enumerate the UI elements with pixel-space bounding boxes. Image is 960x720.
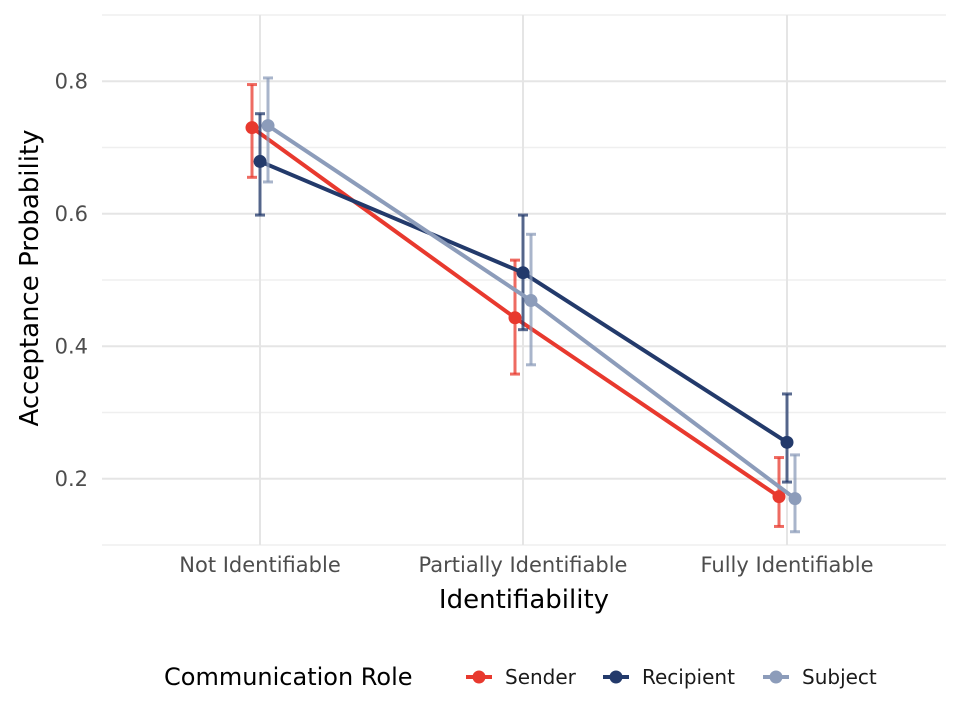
legend-key-point <box>609 670 623 684</box>
y-tick-label: 0.2 <box>55 467 88 491</box>
legend-item-sender: Sender <box>466 665 577 689</box>
grid <box>102 14 946 546</box>
legend-item-recipient: Recipient <box>603 665 735 689</box>
data-point <box>788 492 802 506</box>
x-axis-title: Identifiability <box>439 585 609 615</box>
x-tick-label: Not Identifiable <box>179 553 340 577</box>
y-axis-ticks: 0.2 0.4 0.6 0.8 <box>55 69 88 491</box>
legend-key-point <box>472 670 486 684</box>
series-layer <box>245 76 802 534</box>
series-subject <box>261 76 802 534</box>
y-axis-title: Acceptance Probability <box>15 129 45 426</box>
y-tick-label: 0.6 <box>55 202 88 226</box>
series-recipient <box>253 112 794 484</box>
data-point <box>245 121 259 135</box>
legend-label: Subject <box>802 665 877 689</box>
y-tick-label: 0.8 <box>55 69 88 93</box>
x-tick-label: Partially Identifiable <box>419 553 628 577</box>
data-point <box>780 435 794 449</box>
legend-title: Communication Role <box>164 663 413 691</box>
data-point <box>516 266 530 280</box>
legend: Communication Role Sender Recipient Subjec… <box>164 663 877 691</box>
series-sender <box>245 83 786 528</box>
data-point <box>524 294 538 308</box>
data-point <box>253 154 267 168</box>
legend-key-point <box>769 670 783 684</box>
data-point <box>261 119 275 133</box>
data-point <box>508 311 522 325</box>
legend-label: Recipient <box>642 665 735 689</box>
data-point <box>772 490 786 504</box>
legend-item-subject: Subject <box>763 665 877 689</box>
x-axis-ticks: Not Identifiable Partially Identifiable Fu… <box>179 553 873 577</box>
y-tick-label: 0.4 <box>55 334 88 358</box>
x-tick-label: Fully Identifiable <box>700 553 873 577</box>
legend-label: Sender <box>505 665 577 689</box>
